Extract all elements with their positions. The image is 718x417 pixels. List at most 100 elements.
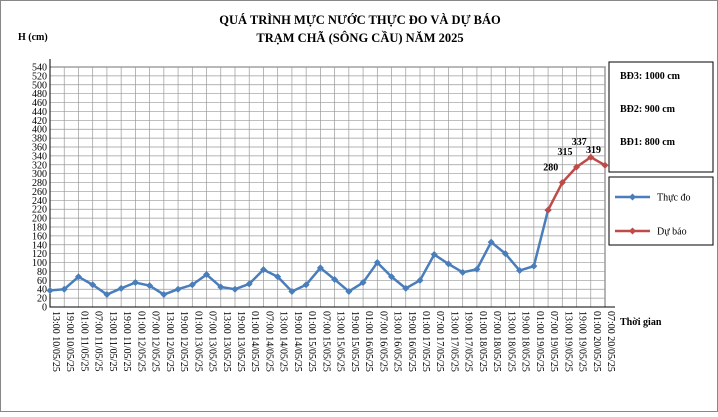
y-tick-label: 0	[42, 303, 47, 314]
legend-marker	[629, 227, 636, 235]
data-point	[316, 264, 324, 272]
x-tick-label: 19:00 10/05/25	[64, 311, 75, 372]
data-point	[259, 266, 267, 274]
data-point	[331, 275, 339, 283]
alert-box	[608, 61, 714, 173]
x-tick-label: 01:00 16/05/25	[363, 311, 374, 372]
annotation: BĐ1: 800 cm	[620, 137, 676, 148]
y-tick-label: 400	[32, 125, 47, 136]
x-axis-label: Thời gian	[620, 317, 662, 328]
data-label: 315	[558, 147, 573, 158]
data-label: 280	[543, 163, 558, 174]
data-label: 319	[586, 145, 601, 156]
data-point	[388, 273, 396, 281]
data-label: 337	[572, 137, 587, 148]
x-tick-label: 13:00 18/05/25	[505, 311, 516, 372]
y-tick-label: 440	[32, 107, 47, 118]
x-tick-label: 07:00 18/05/25	[491, 311, 502, 372]
data-point	[444, 260, 452, 268]
x-tick-label: 07:00 14/05/25	[263, 311, 274, 372]
data-point	[146, 282, 154, 290]
x-tick-label: 13:00 16/05/25	[392, 311, 403, 372]
data-point	[188, 281, 196, 289]
legend-label: Dự báo	[657, 227, 687, 238]
x-tick-label: 07:00 13/05/25	[207, 311, 218, 372]
data-point	[46, 287, 54, 295]
x-tick-label: 07:00 19/05/25	[548, 311, 559, 372]
y-tick-label: 500	[32, 80, 47, 91]
data-point	[160, 291, 168, 299]
legend	[608, 176, 714, 246]
x-tick-label: 07:00 20/05/25	[605, 311, 616, 372]
data-point	[217, 283, 225, 291]
x-tick-label: 01:00 11/05/25	[78, 311, 89, 371]
data-point	[459, 268, 467, 276]
x-tick-label: 01:00 15/05/25	[306, 311, 317, 372]
data-point	[231, 285, 239, 293]
x-tick-label: 13:00 12/05/25	[164, 311, 175, 372]
chart-subtitle: TRẠM CHÃ (SÔNG CẦU) NĂM 2025	[256, 30, 463, 45]
x-tick-label: 19:00 17/05/25	[463, 311, 474, 372]
x-tick-label: 01:00 19/05/25	[534, 311, 545, 372]
x-tick-label: 19:00 19/05/25	[577, 311, 588, 372]
data-point	[601, 161, 609, 169]
y-tick-label: 520	[32, 71, 47, 82]
x-tick-label: 13:00 13/05/25	[221, 311, 232, 372]
y-tick-label: 380	[32, 134, 47, 145]
data-point	[487, 238, 495, 246]
chart-title: QUÁ TRÌNH MỰC NƯỚC THỰC ĐO VÀ DỰ BÁO	[219, 13, 501, 27]
y-tick-label: 220	[32, 205, 47, 216]
data-point	[402, 284, 410, 292]
data-point	[530, 262, 538, 270]
legend-label: Thực đo	[657, 193, 690, 204]
data-point	[373, 259, 381, 267]
data-point	[359, 279, 367, 287]
data-point	[587, 153, 595, 161]
y-axis-label: H (cm)	[18, 32, 48, 43]
y-tick-label: 160	[32, 231, 47, 242]
x-tick-label: 07:00 17/05/25	[434, 311, 445, 372]
data-point	[558, 179, 566, 187]
x-tick-label: 07:00 11/05/25	[93, 311, 104, 371]
x-tick-label: 13:00 19/05/25	[562, 311, 573, 372]
y-tick-label: 140	[32, 240, 47, 251]
data-point	[89, 281, 97, 289]
x-tick-label: 13:00 15/05/25	[335, 311, 346, 372]
y-tick-label: 240	[32, 196, 47, 207]
data-point	[501, 250, 509, 258]
x-tick-label: 19:00 16/05/25	[406, 311, 417, 372]
x-tick-label: 19:00 14/05/25	[292, 311, 303, 372]
data-point	[430, 251, 438, 259]
data-point	[103, 291, 111, 299]
data-point	[473, 265, 481, 273]
x-tick-label: 19:00 18/05/25	[520, 311, 531, 372]
x-tick-label: 07:00 12/05/25	[150, 311, 161, 372]
y-tick-label: 480	[32, 89, 47, 100]
x-tick-label: 07:00 16/05/25	[377, 311, 388, 372]
x-tick-label: 01:00 20/05/25	[591, 311, 602, 372]
y-tick-label: 320	[32, 160, 47, 171]
x-tick-label: 07:00 15/05/25	[320, 311, 331, 372]
data-point	[245, 280, 253, 288]
y-tick-label: 460	[32, 98, 47, 109]
y-tick-label: 200	[32, 214, 47, 225]
data-point	[274, 273, 282, 281]
x-tick-label: 01:00 13/05/25	[192, 311, 203, 372]
y-tick-label: 420	[32, 116, 47, 127]
y-tick-label: 20	[37, 294, 47, 305]
x-tick-label: 13:00 14/05/25	[278, 311, 289, 372]
y-tick-label: 280	[32, 178, 47, 189]
x-tick-label: 19:00 13/05/25	[235, 311, 246, 372]
legend-marker	[629, 193, 636, 201]
data-point	[345, 287, 353, 295]
data-point	[174, 285, 182, 293]
x-tick-label: 01:00 17/05/25	[420, 311, 431, 372]
data-point	[60, 285, 68, 293]
y-tick-label: 180	[32, 223, 47, 234]
x-tick-label: 13:00 17/05/25	[448, 311, 459, 372]
y-tick-label: 300	[32, 169, 47, 180]
data-point	[544, 206, 552, 214]
y-tick-label: 540	[32, 63, 47, 74]
x-tick-label: 01:00 12/05/25	[135, 311, 146, 372]
